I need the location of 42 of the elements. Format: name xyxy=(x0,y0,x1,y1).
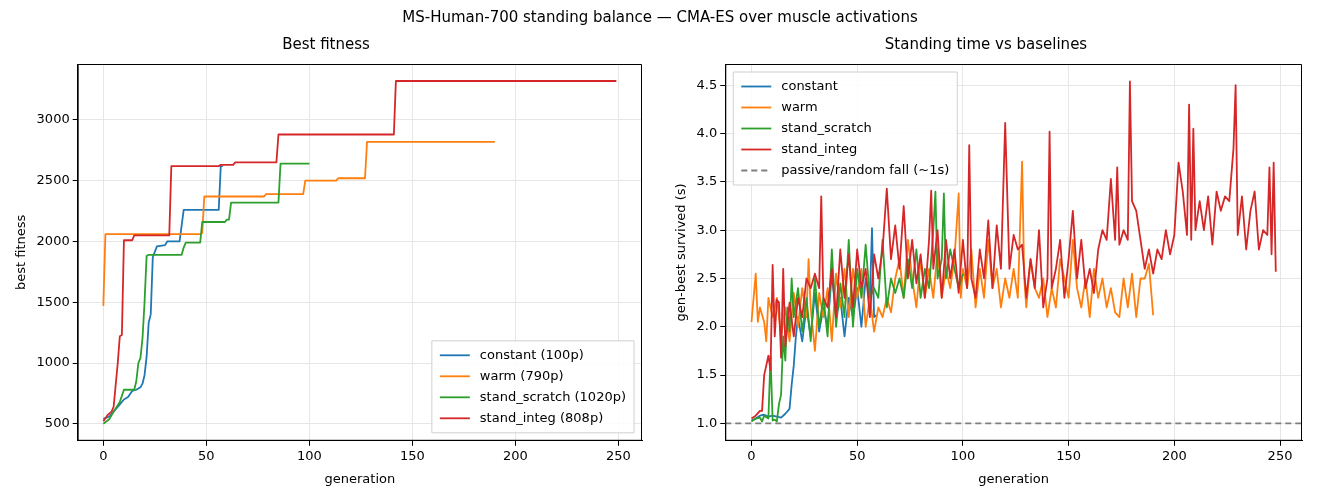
legend-label: passive/random fall (~1s) xyxy=(781,161,950,177)
y-tick-label: 3000 xyxy=(36,111,70,127)
y-tick-label: 1.0 xyxy=(696,414,718,430)
x-tick-label: 0 xyxy=(747,447,756,463)
y-tick-label: 2000 xyxy=(36,232,70,248)
legend-label: constant xyxy=(781,77,838,93)
legend-label: stand_scratch xyxy=(781,119,872,135)
x-axis-title: generation xyxy=(978,470,1049,486)
y-tick-label: 2500 xyxy=(36,172,70,188)
legend-label: stand_integ (808p) xyxy=(479,409,604,425)
x-tick-label: 150 xyxy=(399,447,425,463)
y-axis-title: best fitness xyxy=(13,214,29,291)
y-tick-label: 500 xyxy=(44,415,70,431)
x-tick-label: 250 xyxy=(606,447,631,463)
x-tick-label: 50 xyxy=(848,447,866,463)
y-tick-label: 4.0 xyxy=(696,124,718,140)
x-tick-label: 50 xyxy=(198,447,215,463)
y-axis-title: gen-best survived (s) xyxy=(673,183,689,322)
x-axis-title: generation xyxy=(324,470,396,486)
legend-label: stand_integ xyxy=(781,140,858,156)
y-tick-label: 4.5 xyxy=(696,76,718,92)
chart-title: Standing time vs baselines xyxy=(884,34,1088,53)
x-tick-label: 100 xyxy=(296,447,322,463)
x-tick-label: 250 xyxy=(1267,447,1293,463)
text: MS-Human-700 standing balance — CMA-ES over muscle activations xyxy=(401,7,919,28)
y-tick-label: 1.5 xyxy=(696,366,718,382)
y-tick-label: 3.5 xyxy=(696,173,718,189)
y-tick-label: 2.0 xyxy=(696,318,718,334)
legend-label: stand_scratch (1020p) xyxy=(479,388,626,404)
y-tick-label: 1000 xyxy=(36,354,70,370)
legend-label: warm (790p) xyxy=(479,367,564,383)
x-tick-label: 0 xyxy=(99,447,108,463)
y-tick-label: 1500 xyxy=(36,293,70,309)
legend-label: constant (100p) xyxy=(479,346,584,362)
y-tick-label: 2.5 xyxy=(696,269,718,285)
x-tick-label: 200 xyxy=(1161,447,1187,463)
chart-title: Best fitness xyxy=(282,34,371,53)
legend-label: warm xyxy=(781,98,818,114)
x-tick-label: 200 xyxy=(502,447,528,463)
x-tick-label: 150 xyxy=(1056,447,1082,463)
x-tick-label: 100 xyxy=(950,447,976,463)
y-tick-label: 3.0 xyxy=(696,221,718,237)
